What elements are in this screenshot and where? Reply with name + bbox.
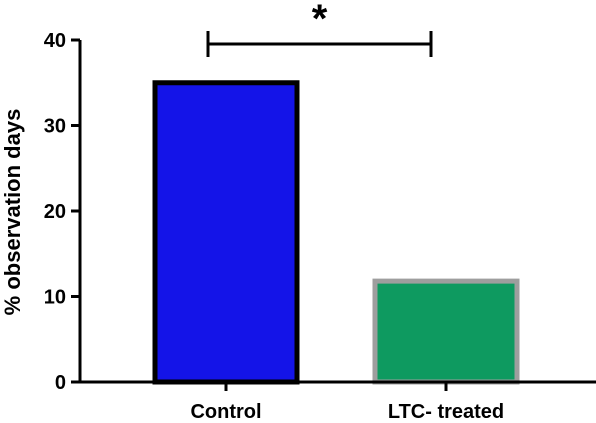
bar-1 xyxy=(372,278,520,385)
category-label-0: Control xyxy=(190,401,261,423)
y-tick-label-4: 40 xyxy=(44,30,66,52)
y-tick-label-3: 30 xyxy=(44,116,66,138)
y-tick-label-2: 20 xyxy=(44,201,66,223)
significance-star: * xyxy=(312,0,328,41)
plot-area: 0 10 20 30 40 Control LTC- treated * xyxy=(44,0,596,423)
bar-0 xyxy=(152,80,300,385)
y-axis-label: % observation days xyxy=(0,109,25,316)
category-label-1: LTC- treated xyxy=(388,401,504,423)
y-tick-label-1: 10 xyxy=(44,287,66,309)
y-tick-label-0: 0 xyxy=(55,372,66,394)
